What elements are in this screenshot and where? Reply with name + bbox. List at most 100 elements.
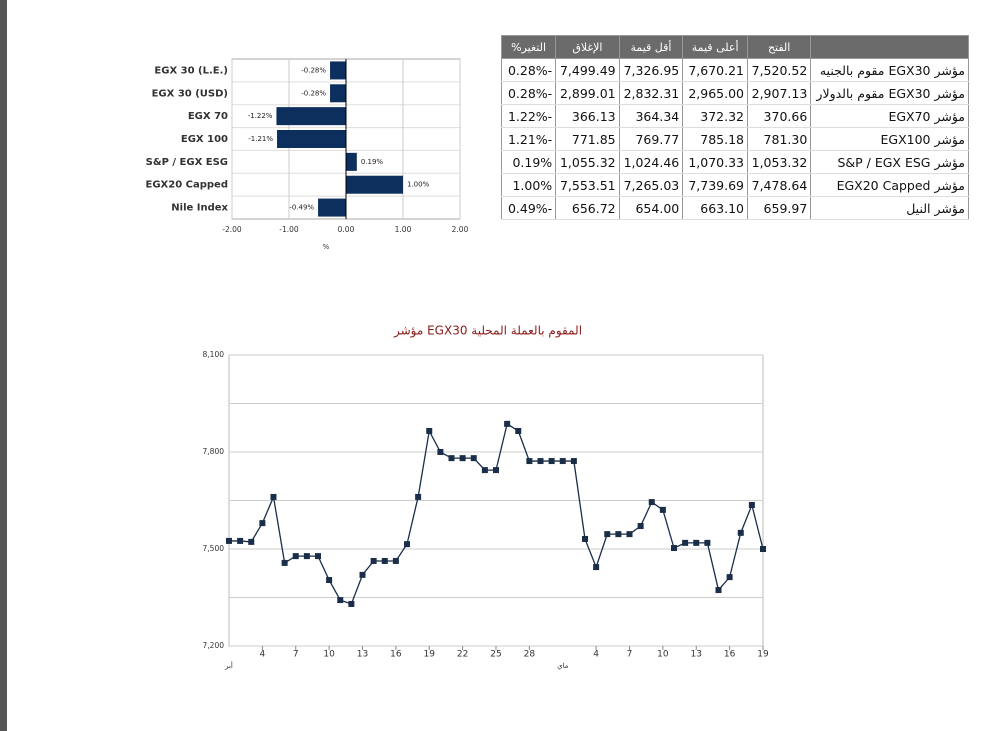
- y-tick-label: 7,800: [203, 447, 225, 456]
- marker: [381, 557, 388, 564]
- x-tick-label: 4: [260, 650, 266, 660]
- bar: [318, 198, 346, 217]
- marker: [437, 449, 444, 455]
- number-cell: 2,899.01: [555, 81, 620, 105]
- number-cell: 0.19%: [500, 150, 557, 174]
- category-label: S&P / EGX ESG: [146, 157, 228, 168]
- name-cell: مؤشر S&P / EGX ESG: [810, 150, 969, 174]
- marker: [760, 546, 766, 552]
- number-cell: 785.18: [682, 127, 748, 151]
- x-tick-label: 13: [691, 650, 702, 660]
- marker: [548, 458, 555, 465]
- index-table: الفتح أعلى قيمة أقل قيمة الإغلاق التغير% مؤشر…: [500, 35, 969, 220]
- number-cell: 663.10: [682, 196, 748, 220]
- bar: [346, 152, 357, 171]
- value-label: -0.28%: [301, 89, 326, 97]
- name-cell: مؤشر EGX100: [810, 127, 969, 151]
- number-cell: 1,055.32: [555, 150, 620, 174]
- number-cell: 7,326.95: [618, 58, 684, 82]
- x-tick-label: 10: [323, 650, 335, 660]
- category-label: EGX20 Capped: [146, 180, 229, 191]
- marker: [693, 539, 700, 546]
- number-cell: 2,832.31: [618, 81, 684, 105]
- header-cell: التغير%: [500, 35, 557, 59]
- marker: [604, 531, 611, 538]
- marker: [704, 539, 711, 546]
- marker: [337, 597, 344, 604]
- marker: [348, 600, 355, 607]
- month-label: ماي: [557, 662, 569, 670]
- table-row: مؤشر S&P / EGX ESG 1,053.32 1,070.33 1,024.…: [500, 150, 969, 174]
- number-cell: 781.30: [746, 127, 812, 151]
- number-cell: 7,670.21: [682, 58, 748, 82]
- month-label: أبر: [224, 661, 233, 670]
- side-strip: [0, 0, 7, 731]
- marker: [226, 537, 232, 544]
- marker: [448, 455, 455, 462]
- header-cell: [810, 35, 969, 59]
- marker: [415, 493, 422, 500]
- marker: [303, 553, 310, 560]
- value-label: -0.28%: [301, 66, 326, 74]
- number-cell: 370.66: [746, 104, 812, 128]
- name-cell: مؤشر EGX30 مقوم بالدولار: [810, 81, 969, 105]
- table-row: مؤشر EGX100 781.30 785.18 769.77 771.85 1.21%…: [500, 127, 969, 151]
- marker: [459, 455, 466, 462]
- number-cell: 372.32: [682, 104, 748, 128]
- marker: [248, 538, 255, 545]
- number-cell: 656.72: [555, 196, 620, 220]
- number-cell: 7,265.03: [618, 173, 684, 197]
- marker: [315, 553, 321, 560]
- marker: [582, 535, 588, 542]
- table-row: مؤشر EGX30 مقوم بالجنيه 7,520.52 7,670.21 7…: [500, 58, 969, 82]
- chart-title: مؤشر EGX30 المقوم بالعملة المحلية: [393, 324, 582, 339]
- number-cell: 0.28%-: [500, 58, 557, 82]
- marker: [259, 520, 266, 527]
- marker: [526, 458, 533, 465]
- table-row: مؤشر EGX30 مقوم بالدولار 2,907.13 2,965.00…: [500, 81, 969, 105]
- number-cell: 1.21%-: [500, 127, 557, 151]
- x-tick-label: -2.00: [222, 225, 242, 234]
- name-cell: مؤشر EGX20 Capped: [810, 173, 969, 197]
- number-cell: 366.13: [555, 104, 620, 128]
- marker: [748, 502, 755, 509]
- number-cell: 769.77: [618, 127, 684, 151]
- marker: [392, 557, 399, 564]
- number-cell: 771.85: [555, 127, 620, 151]
- x-tick-label: 16: [390, 650, 402, 660]
- marker: [326, 577, 333, 584]
- category-label: EGX 100: [181, 134, 228, 145]
- marker: [237, 537, 244, 544]
- bar: [330, 84, 346, 103]
- value-label: -0.49%: [289, 204, 314, 212]
- number-cell: 654.00: [618, 196, 684, 220]
- marker: [359, 571, 366, 578]
- header-cell: الفتح: [746, 35, 812, 59]
- table-row: مؤشر EGX20 Capped 7,478.64 7,739.69 7,265.0…: [500, 173, 969, 197]
- x-axis-label: %: [323, 243, 330, 251]
- number-cell: 1,053.32: [746, 150, 812, 174]
- marker: [426, 427, 433, 434]
- x-tick-label: 7: [627, 650, 633, 660]
- category-label: EGX 70: [188, 111, 228, 122]
- marker: [470, 455, 477, 462]
- marker: [648, 499, 655, 506]
- marker: [281, 559, 288, 566]
- marker: [370, 557, 377, 564]
- number-cell: 0.49%-: [500, 196, 557, 220]
- x-tick-label: 22: [457, 650, 468, 660]
- y-tick-label: 8,100: [203, 350, 225, 359]
- marker: [570, 458, 577, 465]
- header-cell: أقل قيمة: [618, 35, 684, 59]
- marker: [626, 531, 633, 538]
- x-tick-label: -1.00: [279, 225, 299, 234]
- category-label: Nile Index: [171, 203, 228, 214]
- number-cell: 1,070.33: [682, 150, 748, 174]
- name-cell: مؤشر EGX70: [810, 104, 969, 128]
- marker: [737, 529, 744, 536]
- x-tick-label: 16: [724, 650, 736, 660]
- name-cell: مؤشر EGX30 مقوم بالجنيه: [810, 58, 969, 82]
- number-cell: 7,478.64: [746, 173, 812, 197]
